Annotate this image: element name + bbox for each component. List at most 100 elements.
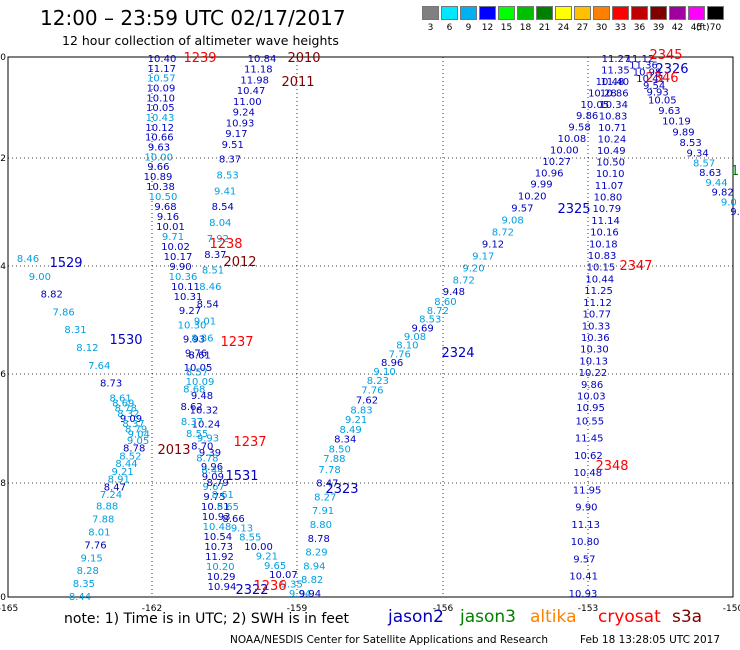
track-point: 9.08 — [501, 215, 523, 226]
track-point: 9.94 — [289, 589, 311, 600]
track-point: 9.17 — [225, 129, 247, 140]
track-point: 9.08 — [404, 332, 426, 343]
color-scale-label: 3 — [427, 23, 434, 33]
track-point: 8.31 — [64, 325, 86, 336]
track-point: 9.15 — [80, 553, 102, 564]
track-point: 9.86 — [576, 111, 598, 122]
track-point: 10.29 — [207, 572, 236, 583]
track-point: 10.48 — [596, 77, 625, 88]
track-point: 9.05 — [127, 436, 149, 447]
track-point: 9.09 — [120, 414, 142, 425]
track-label: 1529 — [49, 256, 82, 271]
track-point: 8.04 — [209, 218, 231, 229]
track-point: 10.80 — [594, 192, 623, 203]
color-scale-label: 45 — [690, 23, 703, 33]
track-point: 10.30 — [178, 320, 207, 331]
track-point: 11.25 — [584, 286, 613, 297]
track-point: 10.93 — [226, 118, 255, 129]
track-point: 10.84 — [248, 54, 277, 65]
track-point: 10.98 — [633, 67, 662, 78]
color-scale-swatch — [650, 6, 667, 20]
track-point: 10.05 — [146, 103, 175, 114]
color-scale-label: 6 — [446, 23, 453, 33]
track-label: 2347 — [619, 259, 652, 274]
track-point: 8.72 — [427, 306, 449, 317]
track-point: 7.91 — [312, 506, 334, 517]
track-point: 8.68 — [183, 385, 205, 396]
track-point: 10.00 — [144, 152, 173, 163]
track-point: 8.46 — [199, 282, 221, 293]
track-point: 8.65 — [217, 502, 239, 513]
track-point: 9.27 — [179, 306, 201, 317]
track-point: 10.10 — [146, 93, 175, 104]
track-point: 8.80 — [310, 520, 332, 531]
color-scale-label: 21 — [538, 23, 551, 33]
track-point: 8.53 — [419, 315, 441, 326]
track-point: 7.78 — [318, 465, 340, 476]
track-point: 8.53 — [679, 138, 701, 149]
track-point: 11.40 — [601, 77, 630, 88]
track-point: 10.48 — [203, 522, 232, 533]
color-scale-swatch — [479, 6, 496, 20]
track-point: 9.75 — [203, 492, 225, 503]
color-scale-swatch — [460, 6, 477, 20]
track-point: 8.10 — [396, 341, 418, 352]
track-point: 8.37 — [181, 417, 203, 428]
track-point: 10.95 — [576, 403, 605, 414]
x-tick-label: -153 — [578, 604, 598, 614]
track-point: 8.61 — [189, 351, 211, 362]
track-point: 8.49 — [340, 425, 362, 436]
track-point: 9.65 — [264, 561, 286, 572]
track-point: 8.29 — [305, 548, 327, 559]
track-point: 10.89 — [144, 172, 173, 183]
track-point: 8.54 — [197, 299, 219, 310]
color-scale-label: 24 — [557, 23, 570, 33]
y-tick-label: -46 — [0, 370, 6, 380]
track-point: 10.93 — [569, 589, 598, 600]
track-point: 10.66 — [145, 133, 174, 144]
track-point: 10.48 — [573, 468, 602, 479]
track-point: 10.93 — [202, 512, 231, 523]
track-point: 10.05 — [184, 363, 213, 374]
track-point: 7.76 — [389, 349, 411, 360]
track-point: 8.52 — [119, 451, 141, 462]
track-point: 10.41 — [636, 74, 665, 85]
track-point: 10.83 — [588, 251, 617, 262]
track-point: 11.07 — [595, 181, 624, 192]
track-point: 10.50 — [149, 192, 178, 203]
track-point: 10.03 — [577, 392, 606, 403]
track-point: 9.99 — [530, 180, 552, 191]
track-label: 2326 — [655, 62, 688, 77]
track-point: 9.13 — [231, 523, 253, 534]
track-point: 8.73 — [100, 379, 122, 390]
track-point: 10.38 — [146, 182, 175, 193]
track-point: 7.76 — [84, 540, 106, 551]
track-point: 10.55 — [576, 416, 605, 427]
track-point: 9.24 — [233, 108, 255, 119]
track-point: 9.09 — [202, 472, 224, 483]
track-label: 2348 — [595, 459, 628, 474]
track-point: 8.57 — [186, 368, 208, 379]
track-point: 10.17 — [164, 252, 193, 263]
track-point: 10.27 — [542, 157, 571, 168]
track-point: 10.94 — [208, 582, 237, 593]
color-scale-swatch — [555, 6, 572, 20]
x-tick-label: -165 — [0, 604, 18, 614]
track-label: 2322 — [235, 583, 268, 598]
track-point: 8.28 — [77, 566, 99, 577]
track-point: 9.71 — [162, 232, 184, 243]
track-point: 7.62 — [356, 395, 378, 406]
track-point: 10.02 — [161, 242, 190, 253]
track-point: 8.72 — [453, 275, 475, 286]
track-point: 11.95 — [573, 485, 602, 496]
track-point: 9.21 — [345, 415, 367, 426]
track-point: 10.11 — [171, 282, 200, 293]
track-point: 10.51 — [201, 502, 230, 513]
track-point: 8.37 — [219, 155, 241, 166]
track-point: 8.47 — [104, 482, 126, 493]
track-point: 10.33 — [582, 321, 611, 332]
track-point: 10.05 — [580, 100, 609, 111]
track-point: 9.48 — [191, 391, 213, 402]
track-point: 10.34 — [599, 100, 628, 111]
